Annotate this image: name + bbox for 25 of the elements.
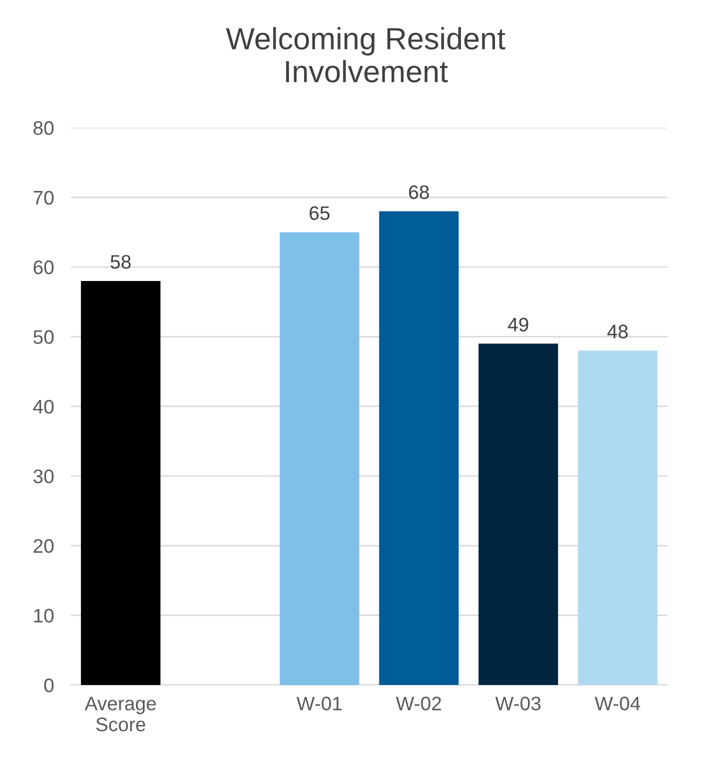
y-tick-label: 70 bbox=[34, 190, 54, 205]
data-label: 65 bbox=[310, 206, 330, 220]
bar bbox=[80, 280, 160, 685]
y-tick-label: 50 bbox=[33, 330, 54, 344]
x-tick-label: W-01 bbox=[296, 696, 342, 710]
data-label: 48 bbox=[607, 324, 628, 338]
y-tick-label: 10 bbox=[34, 608, 54, 623]
x-tick-label: Average Score bbox=[84, 696, 156, 732]
data-label: 58 bbox=[110, 255, 131, 269]
bar bbox=[478, 344, 558, 685]
bar bbox=[578, 350, 658, 685]
bar bbox=[379, 211, 459, 685]
y-tick-label: 80 bbox=[34, 121, 54, 135]
x-tick-label: W-02 bbox=[396, 696, 441, 710]
y-tick-label: 0 bbox=[44, 678, 54, 692]
bar bbox=[280, 232, 360, 685]
chart-title: Welcoming Resident Involvement bbox=[226, 27, 506, 82]
y-tick-label: 40 bbox=[33, 400, 54, 414]
x-tick-label: W-04 bbox=[594, 696, 640, 710]
y-tick-label: 20 bbox=[34, 539, 54, 553]
y-tick-label: 30 bbox=[33, 469, 54, 484]
x-tick-label: W-03 bbox=[495, 696, 541, 710]
y-tick-label: 60 bbox=[34, 260, 54, 274]
data-label: 49 bbox=[508, 318, 528, 332]
data-label: 68 bbox=[409, 185, 429, 200]
